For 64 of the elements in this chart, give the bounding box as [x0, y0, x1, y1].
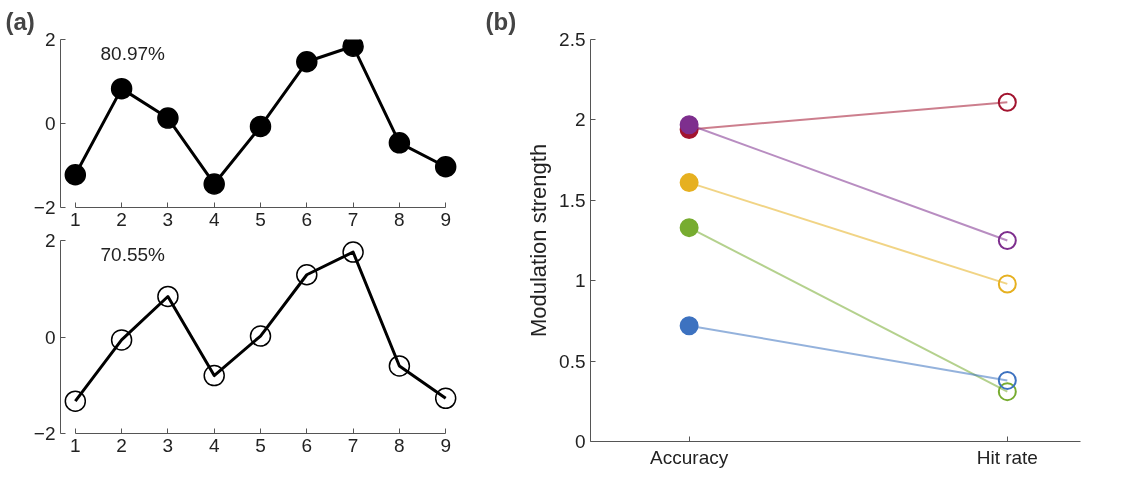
y-tick-label: 2 [44, 230, 56, 251]
x-tick-label: 9 [440, 434, 451, 456]
x-tick-label: 4 [208, 434, 220, 456]
point [157, 285, 179, 308]
point [997, 274, 1017, 294]
x-tick-label: 1 [70, 434, 81, 456]
point [296, 264, 318, 286]
point [679, 115, 699, 135]
point [434, 156, 457, 178]
x-tick-label: 7 [347, 208, 359, 230]
point [434, 387, 457, 410]
y-tick-label: 0 [574, 431, 586, 452]
chart-title: (b) [485, 7, 517, 35]
point [249, 115, 272, 138]
y-tick-label: 0.5 [559, 350, 586, 372]
point [64, 390, 87, 412]
point [388, 132, 411, 154]
point [203, 173, 225, 195]
point [679, 218, 699, 238]
chart-title: (a) [5, 7, 35, 35]
x-tick-label: 8 [394, 208, 405, 230]
x-tick-label: 6 [301, 208, 313, 230]
y-axis-title: Modulation strength [526, 143, 552, 338]
x-tick-label: 8 [394, 434, 405, 456]
annotation: 80.97% [100, 42, 166, 64]
y-tick-label: 2 [44, 29, 56, 50]
point [296, 51, 318, 73]
x-tick-label: 2 [116, 434, 127, 456]
point [249, 325, 272, 347]
point [157, 107, 179, 129]
point [110, 77, 133, 100]
point [388, 355, 411, 377]
point [203, 364, 225, 387]
x-tick-label: 7 [347, 434, 359, 456]
x-tick-label: 2 [116, 208, 127, 230]
annotation: 70.55% [100, 243, 166, 265]
y-tick-label: 0 [44, 326, 56, 348]
x-tick-label: 9 [440, 208, 451, 230]
x-tick-label: 5 [255, 434, 266, 456]
x-tick-label: 3 [162, 434, 174, 456]
x-tick-label: 6 [301, 434, 313, 456]
y-tick-label: 1.5 [559, 189, 586, 211]
x-tick-label: 5 [255, 208, 266, 230]
point [997, 92, 1017, 112]
point [64, 164, 87, 186]
point [679, 173, 699, 193]
y-tick-label: 2 [574, 109, 586, 131]
y-tick-label: 1 [574, 270, 586, 292]
x-tick-label: 4 [208, 208, 220, 230]
point [342, 39, 364, 57]
point [679, 316, 699, 336]
y-tick-label: −2 [33, 423, 56, 444]
y-tick-label: 2.5 [559, 29, 586, 50]
point [997, 382, 1017, 402]
x-tick-label: 1 [70, 208, 81, 230]
point [997, 370, 1017, 390]
x-tick-label: Hit rate [976, 446, 1038, 468]
point [110, 329, 133, 351]
y-tick-label: 0 [44, 113, 56, 134]
point [997, 231, 1017, 250]
point [342, 241, 364, 263]
y-tick-label: −2 [33, 197, 56, 218]
x-tick-label: 3 [162, 208, 174, 230]
x-tick-label: Accuracy [650, 446, 729, 468]
